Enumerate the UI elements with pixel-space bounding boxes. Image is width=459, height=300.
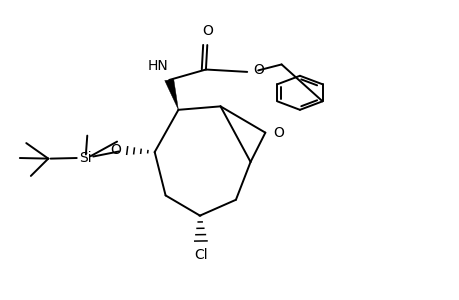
Text: O: O (110, 143, 121, 157)
Text: Cl: Cl (194, 248, 207, 262)
Text: Si: Si (78, 151, 91, 165)
Text: O: O (273, 126, 284, 140)
Text: O: O (202, 24, 212, 38)
Text: O: O (252, 63, 263, 77)
Polygon shape (164, 80, 178, 110)
Text: HN: HN (147, 59, 168, 74)
